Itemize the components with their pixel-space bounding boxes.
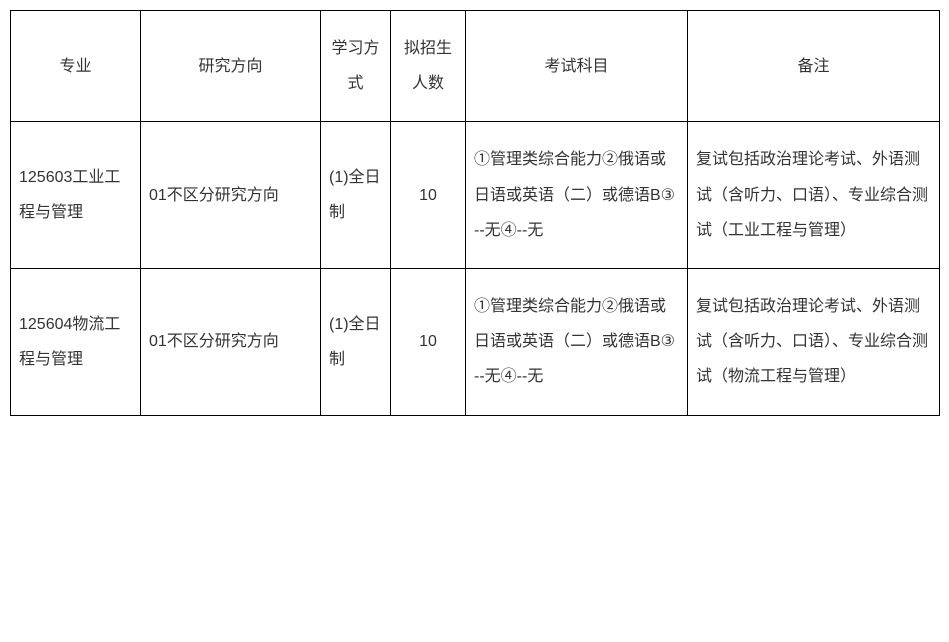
cell-direction: 01不区分研究方向 [141, 122, 321, 269]
cell-exam: ①管理类综合能力②俄语或日语或英语（二）或德语B③--无④--无 [466, 122, 688, 269]
cell-mode: (1)全日制 [321, 122, 391, 269]
cell-note: 复试包括政治理论考试、外语测试（含听力、口语）、专业综合测试（物流工程与管理） [688, 268, 940, 415]
header-major: 专业 [11, 11, 141, 122]
cell-major: 125604物流工程与管理 [11, 268, 141, 415]
header-note: 备注 [688, 11, 940, 122]
cell-note: 复试包括政治理论考试、外语测试（含听力、口语）、专业综合测试（工业工程与管理） [688, 122, 940, 269]
cell-exam: ①管理类综合能力②俄语或日语或英语（二）或德语B③--无④--无 [466, 268, 688, 415]
header-mode: 学习方式 [321, 11, 391, 122]
cell-count: 10 [391, 122, 466, 269]
table-row: 125603工业工程与管理 01不区分研究方向 (1)全日制 10 ①管理类综合… [11, 122, 940, 269]
cell-count: 10 [391, 268, 466, 415]
admissions-table: 专业 研究方向 学习方式 拟招生人数 考试科目 备注 125603工业工程与管理… [10, 10, 940, 416]
cell-major: 125603工业工程与管理 [11, 122, 141, 269]
cell-mode: (1)全日制 [321, 268, 391, 415]
cell-direction: 01不区分研究方向 [141, 268, 321, 415]
header-direction: 研究方向 [141, 11, 321, 122]
table-body: 125603工业工程与管理 01不区分研究方向 (1)全日制 10 ①管理类综合… [11, 122, 940, 415]
header-exam: 考试科目 [466, 11, 688, 122]
table-row: 125604物流工程与管理 01不区分研究方向 (1)全日制 10 ①管理类综合… [11, 268, 940, 415]
header-count: 拟招生人数 [391, 11, 466, 122]
table-header-row: 专业 研究方向 学习方式 拟招生人数 考试科目 备注 [11, 11, 940, 122]
table-header: 专业 研究方向 学习方式 拟招生人数 考试科目 备注 [11, 11, 940, 122]
